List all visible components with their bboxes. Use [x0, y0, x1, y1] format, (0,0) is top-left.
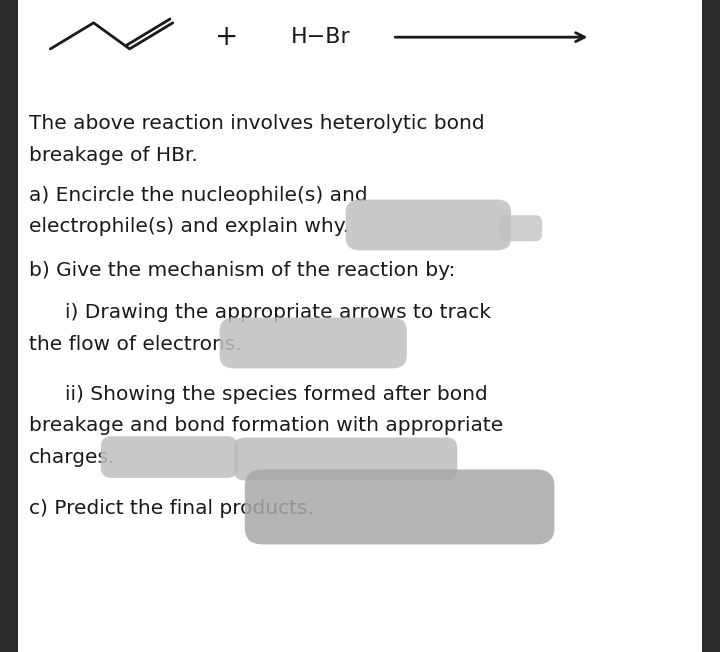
FancyBboxPatch shape [234, 437, 457, 481]
FancyBboxPatch shape [245, 469, 554, 544]
Text: charges.: charges. [29, 447, 115, 467]
FancyBboxPatch shape [220, 318, 407, 368]
Text: H−Br: H−Br [291, 27, 350, 47]
Bar [0, 0, 18, 652]
Text: electrophile(s) and explain why.: electrophile(s) and explain why. [29, 217, 349, 237]
FancyBboxPatch shape [499, 215, 542, 241]
Text: c) Predict the final products.: c) Predict the final products. [29, 499, 314, 518]
Text: a) Encircle the nucleophile(s) and: a) Encircle the nucleophile(s) and [29, 186, 367, 205]
Text: The above reaction involves heterolytic bond: The above reaction involves heterolytic … [29, 114, 485, 134]
Bar [702, 0, 720, 652]
Text: b) Give the mechanism of the reaction by:: b) Give the mechanism of the reaction by… [29, 261, 455, 280]
Text: breakage of HBr.: breakage of HBr. [29, 145, 197, 165]
Text: ii) Showing the species formed after bond: ii) Showing the species formed after bon… [65, 385, 487, 404]
Text: breakage and bond formation with appropriate: breakage and bond formation with appropr… [29, 416, 503, 436]
FancyBboxPatch shape [346, 200, 511, 250]
Text: i) Drawing the appropriate arrows to track: i) Drawing the appropriate arrows to tra… [65, 303, 491, 323]
Text: the flow of electrons.: the flow of electrons. [29, 334, 241, 354]
FancyBboxPatch shape [101, 436, 238, 478]
Text: +: + [215, 23, 238, 51]
